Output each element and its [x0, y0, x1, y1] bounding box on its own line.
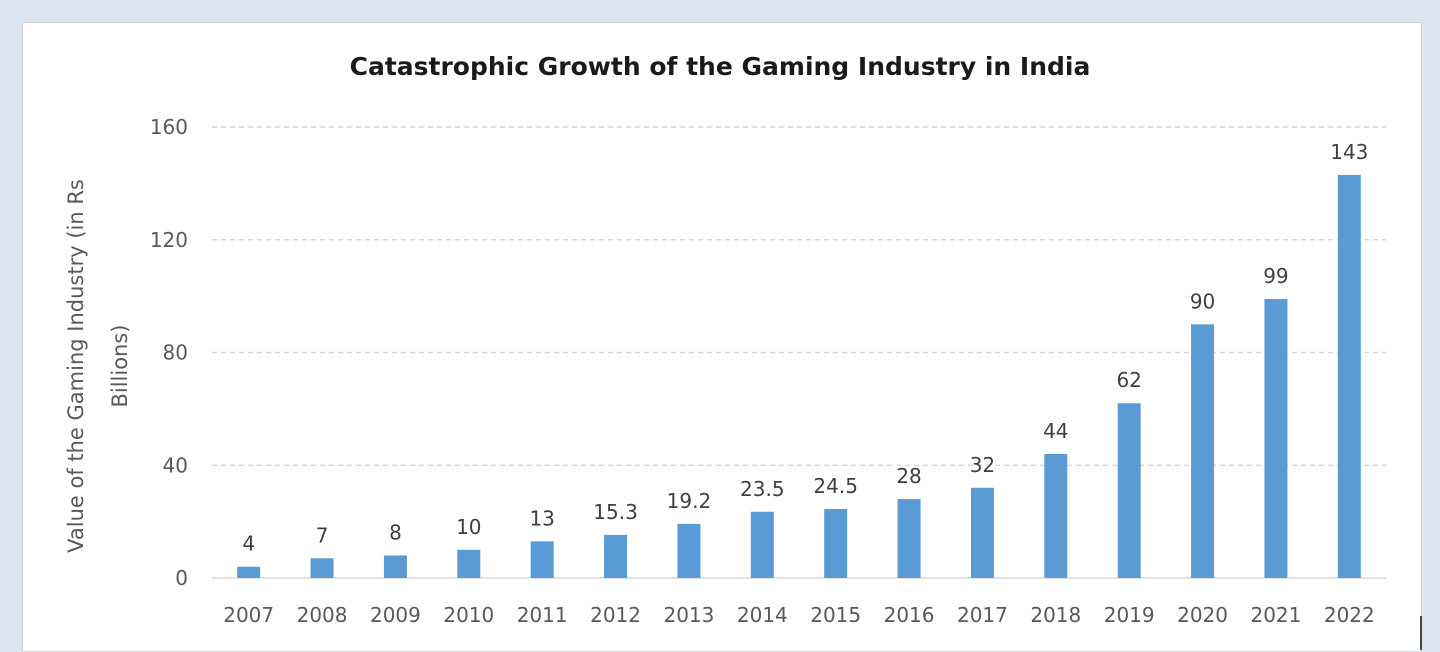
data-label: 62 [1116, 368, 1141, 392]
data-label: 19.2 [667, 489, 712, 513]
bar [237, 566, 261, 578]
x-tick-label: 2013 [663, 603, 714, 627]
x-tick-label: 2012 [590, 603, 641, 627]
bar [750, 511, 774, 578]
bar [897, 499, 921, 578]
x-tick-label: 2007 [223, 603, 274, 627]
bar [824, 508, 848, 578]
bar [970, 487, 994, 578]
x-tick-label: 2021 [1250, 603, 1301, 627]
data-label: 32 [970, 453, 995, 477]
data-label: 8 [389, 520, 402, 544]
data-label: 23.5 [740, 477, 785, 501]
bar [1044, 453, 1068, 578]
bar [1337, 174, 1361, 578]
x-tick-label: 2017 [957, 603, 1008, 627]
bar [1117, 403, 1141, 578]
bar [1264, 298, 1288, 578]
data-label: 4 [242, 532, 255, 556]
x-tick-label: 2009 [370, 603, 421, 627]
x-tick-label: 2015 [810, 603, 861, 627]
x-tick-label: 2010 [443, 603, 494, 627]
data-label: 15.3 [593, 500, 638, 524]
x-tick-label: 2008 [297, 603, 348, 627]
data-label: 44 [1043, 419, 1068, 443]
x-tick-label: 2016 [884, 603, 935, 627]
y-tick-label: 120 [150, 228, 188, 252]
chart-title: Catastrophic Growth of the Gaming Indust… [349, 52, 1091, 81]
y-tick-label: 40 [163, 453, 188, 477]
data-label: 13 [529, 506, 554, 530]
data-label: 24.5 [813, 474, 858, 498]
x-tick-label: 2014 [737, 603, 788, 627]
x-tick-label: 2018 [1030, 603, 1081, 627]
x-tick-label: 2022 [1324, 603, 1375, 627]
x-tick-label: 2019 [1104, 603, 1155, 627]
bar [604, 534, 628, 578]
data-label: 143 [1330, 140, 1368, 164]
bar [677, 523, 701, 578]
data-label: 7 [316, 523, 329, 547]
x-tick-label: 2020 [1177, 603, 1228, 627]
bar [530, 541, 554, 578]
bar [457, 549, 481, 578]
y-tick-label: 80 [163, 341, 188, 365]
data-label: 10 [456, 515, 481, 539]
data-label: 28 [896, 464, 921, 488]
y-tick-label: 0 [175, 566, 188, 590]
data-label: 99 [1263, 264, 1288, 288]
text-cursor-mark [1420, 616, 1422, 650]
bar [383, 555, 407, 578]
x-tick-label: 2011 [517, 603, 568, 627]
y-tick-label: 160 [150, 115, 188, 139]
bar [310, 558, 334, 578]
data-label: 90 [1190, 289, 1215, 313]
bar [1191, 324, 1215, 578]
